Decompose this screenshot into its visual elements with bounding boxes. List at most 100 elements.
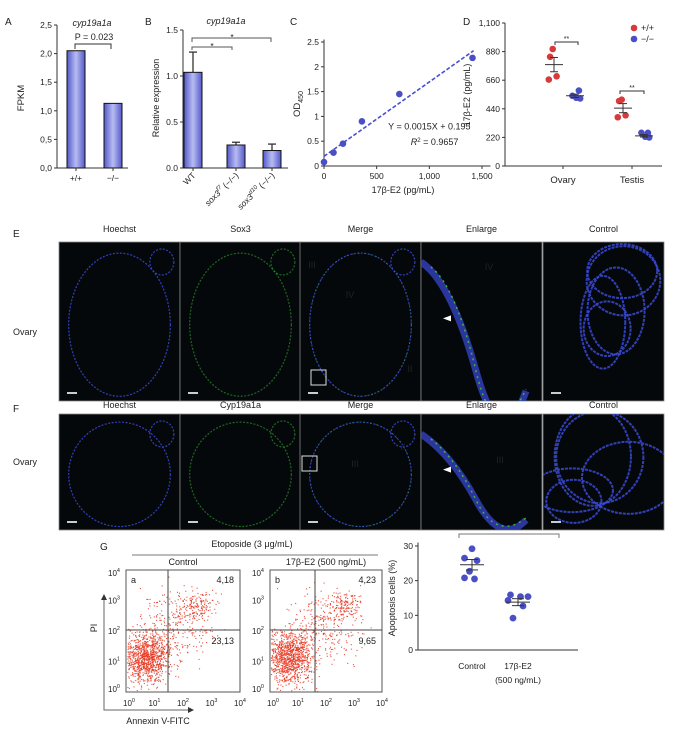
flow-event-dot	[133, 656, 135, 658]
treatment-title: Etoposide (3 μg/mL)	[211, 539, 292, 549]
flow-event-dot	[162, 652, 164, 654]
flow-event-dot	[291, 690, 293, 692]
flow-event-dot	[283, 674, 285, 676]
flow-event-dot	[201, 606, 203, 608]
flow-event-dot	[306, 636, 308, 638]
flow-event-dot	[206, 600, 208, 602]
flow-event-dot	[277, 666, 279, 668]
flow-event-dot	[280, 644, 282, 646]
flow-event-dot	[197, 592, 199, 595]
flow-event-dot	[290, 654, 292, 656]
flow-event-dot	[142, 645, 144, 647]
flow-event-dot	[300, 646, 302, 648]
flow-event-dot	[286, 638, 288, 640]
x-tick-label: Ovary	[550, 175, 576, 186]
flow-event-dot	[347, 602, 349, 604]
flow-event-dot	[286, 667, 288, 669]
flow-event-dot	[294, 674, 296, 676]
flow-event-dot	[154, 679, 157, 681]
flow-event-dot	[179, 621, 181, 624]
flow-event-dot	[294, 667, 297, 669]
flow-event-dot	[218, 602, 220, 604]
flow-event-dot	[291, 636, 293, 638]
flow-event-dot	[295, 618, 297, 620]
flow-event-dot	[329, 603, 332, 605]
flow-event-dot	[207, 603, 209, 605]
flow-event-dot	[339, 611, 341, 613]
flow-event-dot	[281, 669, 283, 671]
flow-event-dot	[307, 655, 309, 658]
flow-event-dot	[132, 666, 135, 668]
flow-event-dot	[293, 666, 295, 668]
flow-event-dot	[299, 658, 301, 660]
flow-event-dot	[201, 642, 204, 644]
flow-event-dot	[159, 670, 161, 672]
flow-event-dot	[134, 666, 136, 668]
flow-event-dot	[292, 646, 294, 648]
x-axis-label: Annexin V-FITC	[126, 716, 190, 726]
flow-event-dot	[179, 616, 181, 618]
flow-event-dot	[153, 665, 156, 667]
flow-event-dot	[299, 636, 301, 638]
flow-event-dot	[178, 649, 181, 651]
flow-event-dot	[137, 664, 139, 666]
flow-event-dot	[277, 663, 279, 665]
flow-event-dot	[283, 663, 285, 665]
flow-event-dot	[147, 668, 149, 670]
flow-event-dot	[137, 662, 139, 664]
flow-event-dot	[305, 631, 307, 633]
panel-letter-c: C	[290, 17, 297, 28]
flow-event-dot	[147, 608, 149, 610]
flow-event-dot	[350, 631, 352, 633]
flow-event-dot	[135, 655, 137, 657]
flow-event-dot	[142, 656, 144, 658]
flow-event-dot	[162, 651, 164, 654]
flow-event-dot	[323, 633, 325, 635]
flow-event-dot	[187, 645, 189, 647]
y-axis-label: Relative expression	[151, 59, 161, 138]
flow-event-dot	[156, 657, 158, 659]
flow-event-dot	[339, 619, 341, 621]
flow-event-dot	[352, 616, 354, 618]
flow-event-dot	[318, 619, 320, 621]
micrograph-frame	[58, 241, 181, 402]
flow-event-dot	[130, 661, 133, 663]
flow-event-dot	[196, 587, 198, 589]
flow-event-dot	[135, 648, 137, 651]
flow-event-dot	[291, 641, 293, 643]
flow-event-dot	[342, 607, 344, 610]
flow-event-dot	[159, 663, 161, 665]
fit-equation: Y = 0.0015X + 0.195	[388, 121, 470, 131]
flow-event-dot	[302, 653, 304, 655]
flow-event-dot	[177, 599, 179, 601]
flow-event-dot	[279, 642, 281, 644]
follicle-stage-label: III	[496, 455, 504, 465]
x-tick-sublabel: (500 ng/mL)	[495, 675, 541, 685]
flow-event-dot	[177, 642, 179, 644]
flow-event-dot	[299, 635, 301, 637]
flow-event-dot	[306, 660, 308, 662]
flow-event-dot	[297, 660, 299, 662]
flow-event-dot	[174, 645, 176, 648]
flow-event-dot	[138, 651, 140, 653]
flow-event-dot	[184, 631, 186, 633]
flow-event-dot	[175, 603, 177, 605]
flow-event-dot	[139, 661, 141, 663]
flow-event-dot	[343, 594, 345, 596]
flow-event-dot	[274, 640, 276, 642]
flow-event-dot	[303, 646, 305, 648]
lower-right-quadrant-percent: 23,13	[211, 636, 234, 646]
flow-event-dot	[315, 662, 317, 664]
flow-event-dot	[275, 675, 277, 677]
flow-event-dot	[291, 662, 293, 664]
flow-event-dot	[141, 661, 143, 663]
flow-event-dot	[153, 664, 155, 666]
flow-event-dot	[277, 669, 279, 671]
flow-event-dot	[284, 667, 286, 669]
flow-event-dot	[319, 654, 321, 656]
flow-event-dot	[140, 657, 142, 659]
flow-event-dot	[209, 602, 211, 604]
flow-event-dot	[284, 667, 287, 670]
flow-event-dot	[281, 655, 283, 657]
flow-event-dot	[285, 635, 287, 637]
